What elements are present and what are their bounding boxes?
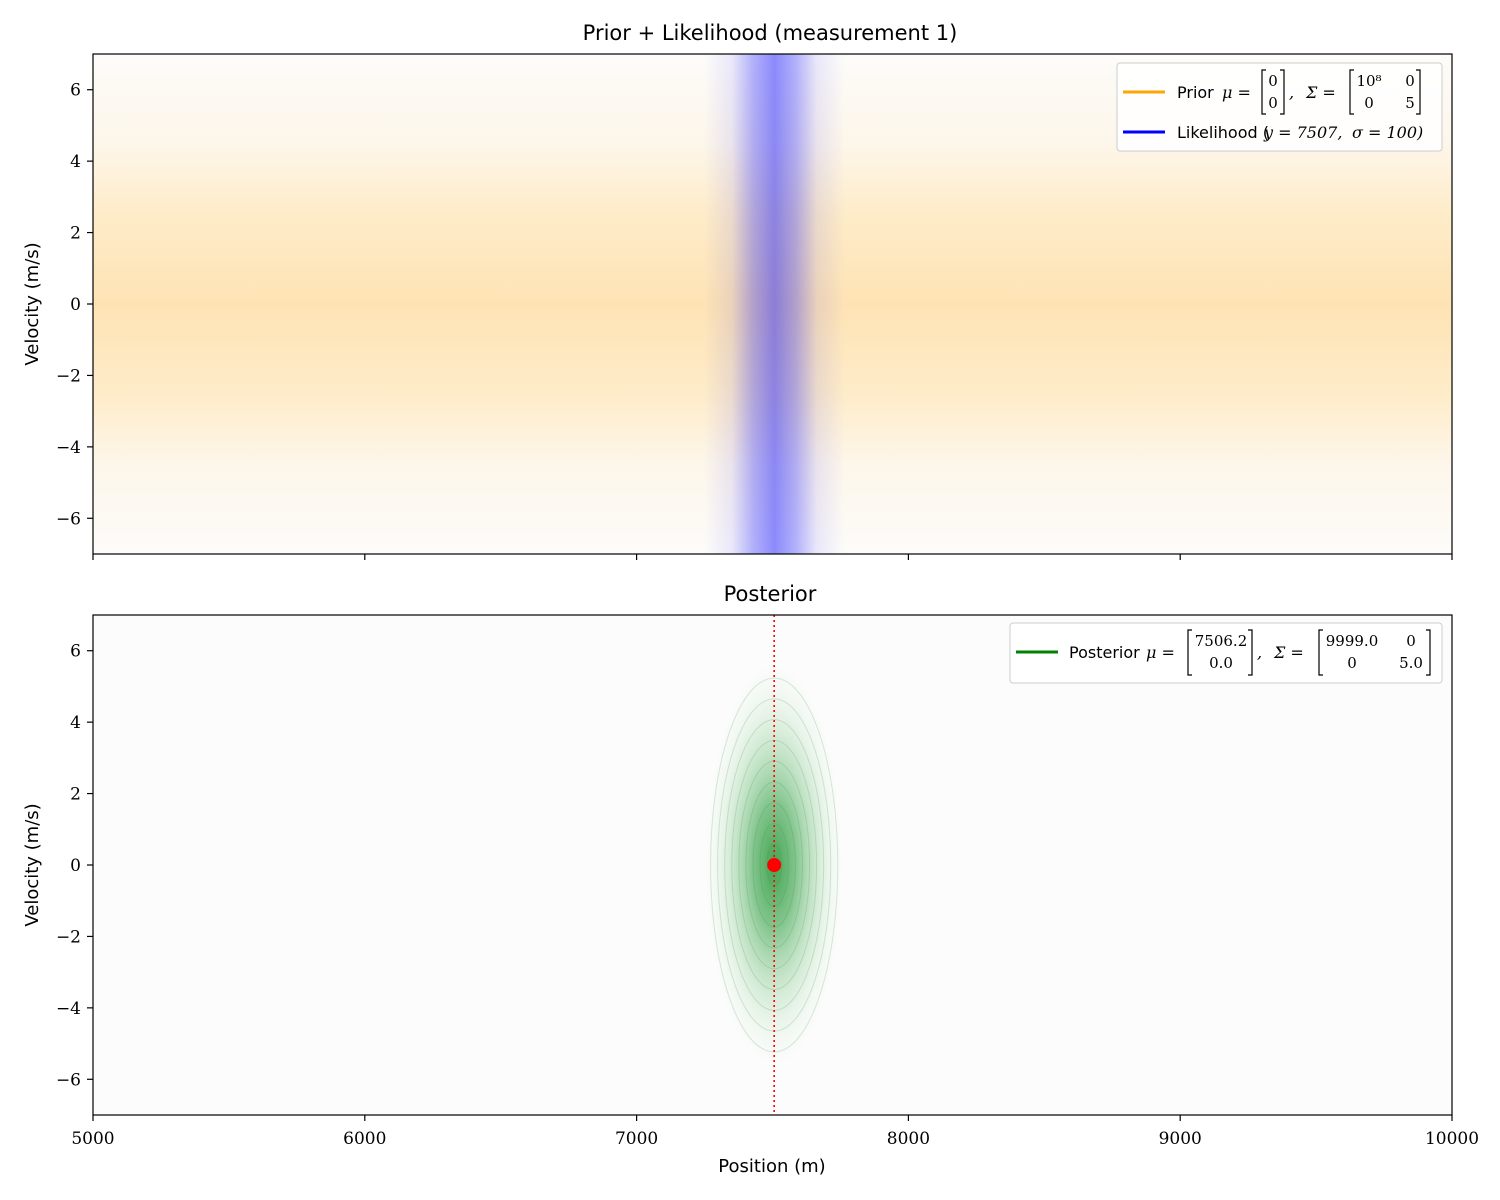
posterior-sigma-10: 0 [1347,654,1357,672]
posterior-sigma-00: 9999.0 [1326,632,1379,650]
y-tick-label: −4 [56,999,81,1019]
y-tick-label: 6 [70,642,81,662]
x-tick-label: 10000 [1425,1129,1479,1149]
y-tick-label: −6 [56,1070,81,1090]
legend-prior-mu-eq: μ = [1222,83,1251,102]
y-tick-label: −2 [56,366,81,386]
prior-mu-1: 0 [1268,94,1278,112]
prior-sigma-bracket-left [1349,69,1354,115]
prior-sigma-01: 0 [1405,72,1415,90]
top-legend-box [1116,62,1443,152]
y-tick-label: −4 [56,438,81,458]
prior-sigma-10: 0 [1364,94,1374,112]
prior-mu-bracket-left [1261,69,1266,115]
bottom-legend: Posterior μ = 7506.2 0.0 , Σ = 9999.0 0 … [1009,622,1443,684]
prior-comma: , [1289,83,1294,102]
legend-likelihood-label: Likelihood ( [1177,123,1269,142]
prior-mu-0: 0 [1268,72,1278,90]
posterior-sigma-11: 5.0 [1399,654,1423,672]
posterior-sigma-01: 0 [1406,632,1416,650]
legend-prior-sigma-eq: Σ = [1305,83,1336,102]
x-tick-label: 7000 [615,1129,658,1149]
top-legend: Prior μ = 0 0 , Σ = 10⁸ 0 0 5 Likelihood… [1116,62,1443,152]
posterior-mu-bracket-right [1248,629,1253,676]
top-panel: Prior + Likelihood (measurement 1) −6−4−… [22,21,1453,560]
y-tick-label: −6 [56,509,81,529]
top-y-axis-label: Velocity (m/s) [22,242,43,365]
prior-sigma-bracket-right [1416,69,1421,115]
y-tick-label: 2 [70,785,81,805]
prior-sigma-00: 10⁸ [1356,72,1381,90]
bottom-legend-box [1009,622,1443,684]
top-y-axis: −6 −4 −2 0 2 4 6 [56,81,93,529]
x-tick-label: 9000 [1159,1129,1202,1149]
top-title: Prior + Likelihood (measurement 1) [583,21,958,45]
bottom-x-axis-label: Position (m) [718,1156,825,1177]
y-tick-label: 0 [70,856,81,876]
posterior-sigma-bracket-right [1426,629,1431,676]
x-tick-label: 6000 [343,1129,386,1149]
likelihood-density [703,54,846,554]
legend-posterior-mu-eq: μ = [1146,643,1175,662]
y-tick-label: 2 [70,224,81,244]
posterior-mu-1: 0.0 [1209,654,1233,672]
bottom-y-axis-label: Velocity (m/s) [22,803,43,926]
y-tick-label: 4 [70,152,81,172]
posterior-sigma-bracket-left [1318,629,1323,676]
bottom-x-axis: 5000 6000 7000 8000 9000 10000 [71,1115,1479,1149]
posterior-comma: , [1257,643,1262,662]
prior-mu-bracket-right [1280,69,1285,115]
legend-likelihood-y: y = 7507, [1263,123,1342,142]
y-tick-label: 6 [70,81,81,101]
y-tick-label: −2 [56,927,81,947]
top-x-axis [92,554,1453,560]
bottom-title: Posterior [724,582,817,606]
y-tick-label: 4 [70,713,81,733]
y-tick-label: 0 [70,295,81,315]
legend-prior-label: Prior [1177,83,1214,102]
legend-likelihood-sigma: σ = 100) [1352,123,1423,142]
x-tick-label: 5000 [71,1129,114,1149]
legend-posterior-label: Posterior [1069,643,1140,662]
posterior-mu-bracket-left [1187,629,1192,676]
x-tick-label: 8000 [887,1129,930,1149]
posterior-mu-0: 7506.2 [1195,632,1248,650]
legend-posterior-sigma-eq: Σ = [1273,643,1304,662]
posterior-mean-marker [767,858,782,872]
bottom-y-axis: −6 −4 −2 0 2 4 6 [56,642,93,1090]
bottom-panel: Posterior −6 −4 −2 0 2 4 6 5000 6000 7000 8000 900… [22,582,1479,1177]
prior-sigma-11: 5 [1405,94,1415,112]
posterior-contour [752,802,796,928]
